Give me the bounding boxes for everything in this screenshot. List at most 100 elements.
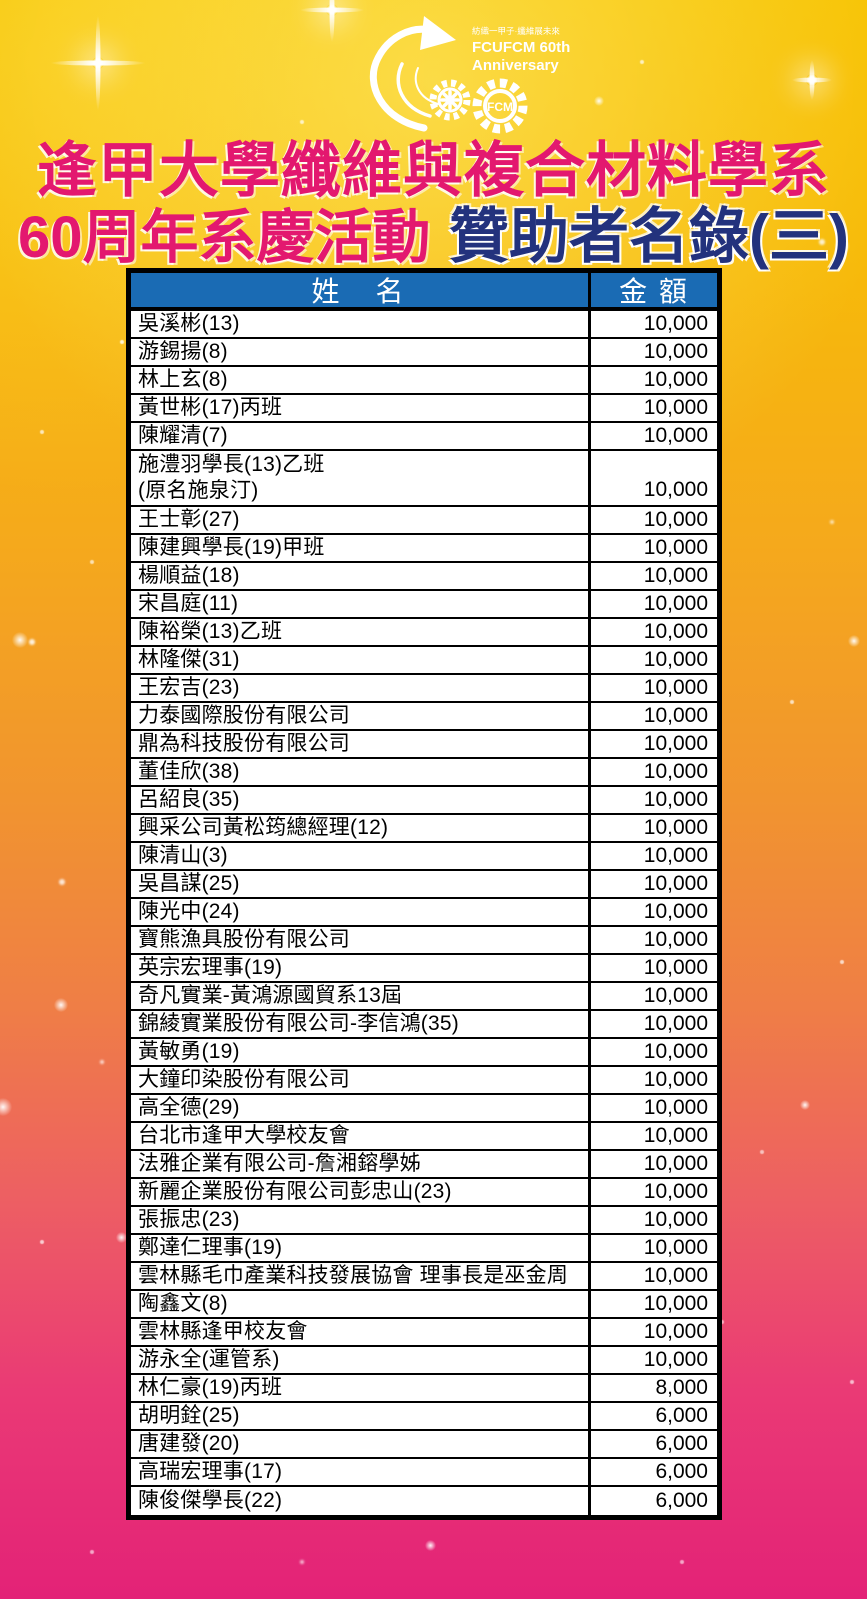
sparkle-glow [12, 632, 28, 648]
logo-gear-text: FCM [487, 100, 513, 114]
sparkle-glow [800, 1100, 810, 1110]
donor-name: 陳清山(3) [131, 843, 591, 869]
donor-name: 新麗企業股份有限公司彭忠山(23) [131, 1179, 591, 1205]
donor-name: 胡明銓(25) [131, 1403, 591, 1429]
table-row: 台北市逢甲大學校友會 10,000 [131, 1123, 717, 1151]
arrow-icon [419, 16, 456, 50]
donor-amount: 10,000 [643, 1236, 708, 1259]
donor-name: 高全德(29) [131, 1095, 591, 1121]
table-row: 林隆傑(31) 10,000 [131, 647, 717, 675]
logo-line2: Anniversary [472, 57, 559, 74]
donor-name: 陳裕榮(13)乙班 [131, 619, 591, 645]
donor-amount: 6,000 [655, 1404, 708, 1427]
donor-amount: 10,000 [643, 368, 708, 391]
donor-amount: 10,000 [643, 732, 708, 755]
donor-amount: 10,000 [643, 396, 708, 419]
donor-name: 黃敏勇(19) [131, 1039, 591, 1065]
donor-amount: 8,000 [655, 1376, 708, 1399]
donor-amount: 10,000 [643, 340, 708, 363]
donor-amount: 10,000 [643, 564, 708, 587]
table-row: 寶熊漁具股份有限公司 10,000 [131, 927, 717, 955]
donor-amount: 10,000 [643, 956, 708, 979]
donor-name: 黃世彬(17)丙班 [131, 395, 591, 421]
donor-name: 雲林縣毛巾產業科技發展協會 理事長是巫金周 [131, 1263, 591, 1289]
donor-amount: 10,000 [643, 1068, 708, 1091]
donor-amount: 10,000 [643, 312, 708, 335]
donor-name: 興采公司黃松筠總經理(12) [131, 815, 591, 841]
sparkle-glow [848, 635, 860, 647]
table-row: 王士彰(27) 10,000 [131, 507, 717, 535]
donor-name: 奇凡實業-黃鴻源國貿系13屆 [131, 983, 591, 1009]
donor-name: 吳溪彬(13) [131, 311, 591, 337]
gear-icon [429, 79, 470, 121]
donor-name: 王宏吉(23) [131, 675, 591, 701]
donor-name: 陳俊傑學長(22) [131, 1487, 591, 1515]
donor-name: 法雅企業有限公司-詹湘鎔學姊 [131, 1151, 591, 1177]
donor-table-body: 吳溪彬(13) 10,000 游錫揚(8) 10,000 林上玄(8) 10,000 黃世彬… [131, 311, 717, 1515]
table-row: 楊順益(18) 10,000 [131, 563, 717, 591]
sparkle-glow [425, 1540, 436, 1551]
donor-name: 雲林縣逢甲校友會 [131, 1319, 591, 1345]
table-row: 力泰國際股份有限公司 10,000 [131, 703, 717, 731]
donor-amount: 10,000 [643, 676, 708, 699]
gear-fcm-icon: FCM [472, 78, 527, 134]
table-row: 鼎為科技股份有限公司 10,000 [131, 731, 717, 759]
donor-amount: 10,000 [643, 1152, 708, 1175]
table-row: 宋昌庭(11) 10,000 [131, 591, 717, 619]
donor-amount: 10,000 [643, 1012, 708, 1035]
donor-amount: 10,000 [643, 1124, 708, 1147]
donor-amount: 10,000 [643, 592, 708, 615]
table-row: 陳耀清(7) 10,000 [131, 423, 717, 451]
donor-amount: 10,000 [643, 704, 708, 727]
donor-name: 寶熊漁具股份有限公司 [131, 927, 591, 953]
donor-amount: 10,000 [643, 816, 708, 839]
donor-amount: 10,000 [643, 1264, 708, 1287]
table-row: 王宏吉(23) 10,000 [131, 675, 717, 703]
column-header-amount: 金 額 [619, 276, 689, 307]
table-row: 雲林縣逢甲校友會 10,000 [131, 1319, 717, 1347]
table-row: 陳裕榮(13)乙班 10,000 [131, 619, 717, 647]
table-row: 董佳欣(38) 10,000 [131, 759, 717, 787]
donor-name: 英宗宏理事(19) [131, 955, 591, 981]
page-title-line2: 60周年系慶活動 贊助者名錄(三) [0, 188, 867, 275]
table-row: 黃世彬(17)丙班 10,000 [131, 395, 717, 423]
donor-amount: 10,000 [643, 478, 708, 501]
table-row: 施澧羽學長(13)乙班 (原名施泉汀) 10,000 [131, 451, 717, 507]
donor-amount: 6,000 [655, 1432, 708, 1455]
table-row: 吳昌謀(25) 10,000 [131, 871, 717, 899]
table-row: 英宗宏理事(19) 10,000 [131, 955, 717, 983]
donor-amount: 10,000 [643, 1292, 708, 1315]
column-header-name: 姓 名 [131, 273, 591, 307]
donor-name: 高瑞宏理事(17) [131, 1459, 591, 1485]
donor-amount: 10,000 [643, 984, 708, 1007]
table-row: 高全德(29) 10,000 [131, 1095, 717, 1123]
donor-name: 林隆傑(31) [131, 647, 591, 673]
table-row: 林上玄(8) 10,000 [131, 367, 717, 395]
table-row: 陶鑫文(8) 10,000 [131, 1291, 717, 1319]
donor-name: 張振忠(23) [131, 1207, 591, 1233]
donor-name: 陶鑫文(8) [131, 1291, 591, 1317]
donor-name: 施澧羽學長(13)乙班 (原名施泉汀) [131, 451, 591, 505]
donor-amount: 10,000 [643, 844, 708, 867]
table-row: 雲林縣毛巾產業科技發展協會 理事長是巫金周 10,000 [131, 1263, 717, 1291]
donor-name: 陳耀清(7) [131, 423, 591, 449]
donor-amount: 10,000 [643, 788, 708, 811]
donor-name: 錦綾實業股份有限公司-李信鴻(35) [131, 1011, 591, 1037]
donor-amount: 6,000 [655, 1460, 708, 1483]
donor-amount: 10,000 [643, 1348, 708, 1371]
table-row: 陳清山(3) 10,000 [131, 843, 717, 871]
logo-slogan: 紡織一甲子·纖維展未來 [472, 26, 560, 36]
page-title-line2-pink: 60周年系慶活動 [18, 205, 431, 270]
donor-name: 楊順益(18) [131, 563, 591, 589]
donor-amount: 6,000 [655, 1489, 708, 1512]
donor-amount: 10,000 [643, 760, 708, 783]
donor-name: 董佳欣(38) [131, 759, 591, 785]
logo-graphic: FCM 紡織一甲子·纖維展未來 FCUFCM 60th Anniversary [369, 16, 570, 134]
donor-name: 台北市逢甲大學校友會 [131, 1123, 591, 1149]
table-row: 奇凡實業-黃鴻源國貿系13屆 10,000 [131, 983, 717, 1011]
table-row: 吳溪彬(13) 10,000 [131, 311, 717, 339]
page-title-line1: 逢甲大學纖維與複合材料學系 [37, 137, 830, 204]
table-row: 林仁豪(19)丙班 8,000 [131, 1375, 717, 1403]
sparkle-glow [0, 1098, 12, 1116]
